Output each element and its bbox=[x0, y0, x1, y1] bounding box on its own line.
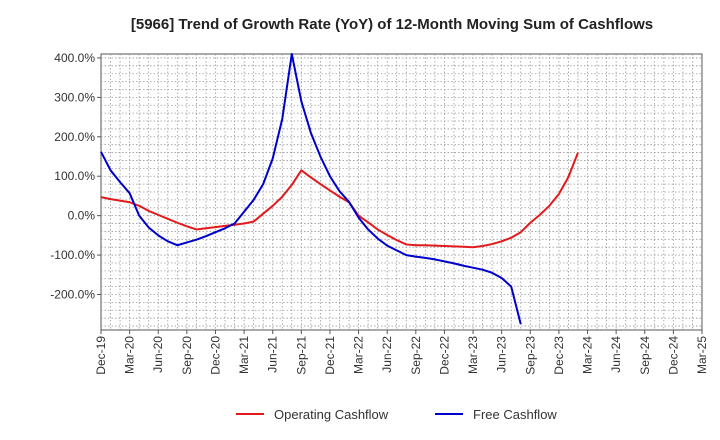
x-tick-label: Dec-24 bbox=[666, 336, 680, 375]
legend-label-free-cashflow: Free Cashflow bbox=[473, 407, 557, 422]
x-tick-label: Jun-23 bbox=[495, 336, 509, 373]
y-tick-label: 400.0% bbox=[54, 51, 95, 65]
x-tick-label: Jun-20 bbox=[151, 336, 165, 373]
y-tick-label: 200.0% bbox=[54, 130, 95, 144]
x-tick-label: Mar-23 bbox=[466, 336, 480, 374]
plot-frame bbox=[100, 53, 703, 331]
y-tick-label: 0.0% bbox=[68, 209, 96, 223]
chart-title: [5966] Trend of Growth Rate (YoY) of 12-… bbox=[131, 16, 653, 33]
legend-label-operating-cashflow: Operating Cashflow bbox=[274, 407, 389, 422]
x-tick-label: Sep-21 bbox=[294, 336, 308, 375]
x-tick-label: Jun-22 bbox=[380, 336, 394, 373]
legend: Operating Cashflow Free Cashflow bbox=[236, 407, 557, 422]
x-tick-label: Mar-22 bbox=[352, 336, 366, 374]
x-tick-label: Sep-23 bbox=[523, 336, 537, 375]
series-line-operating-cashflow bbox=[100, 152, 579, 249]
x-tick-label: Dec-21 bbox=[323, 336, 337, 375]
x-tick-label: Sep-22 bbox=[409, 336, 423, 375]
y-tick-label: 100.0% bbox=[54, 169, 95, 183]
x-tick-label: Sep-24 bbox=[638, 336, 652, 375]
x-tick-label: Mar-21 bbox=[237, 336, 251, 374]
x-tick-label: Mar-25 bbox=[695, 336, 709, 374]
y-tick-label: 300.0% bbox=[54, 90, 95, 104]
x-tick-label: Mar-20 bbox=[123, 336, 137, 374]
x-tick-label: Dec-20 bbox=[208, 336, 222, 375]
x-tick-label: Dec-23 bbox=[552, 336, 566, 375]
x-tick-label: Jun-24 bbox=[609, 336, 623, 373]
x-tick-label: Dec-19 bbox=[94, 336, 108, 375]
x-tick-label: Sep-20 bbox=[180, 336, 194, 375]
y-tick-label: -200.0% bbox=[50, 288, 95, 302]
x-tick-label: Jun-21 bbox=[266, 336, 280, 373]
x-tick-label: Mar-24 bbox=[581, 336, 595, 374]
y-tick-label: -100.0% bbox=[50, 248, 95, 262]
grid bbox=[100, 53, 703, 331]
x-tick-label: Dec-22 bbox=[437, 336, 451, 375]
series-group bbox=[100, 53, 579, 325]
axes: -200.0% -100.0% 0.0% 100.0% 200.0% 300.0% 400.… bbox=[50, 51, 709, 375]
series-line-free-cashflow bbox=[100, 53, 522, 325]
